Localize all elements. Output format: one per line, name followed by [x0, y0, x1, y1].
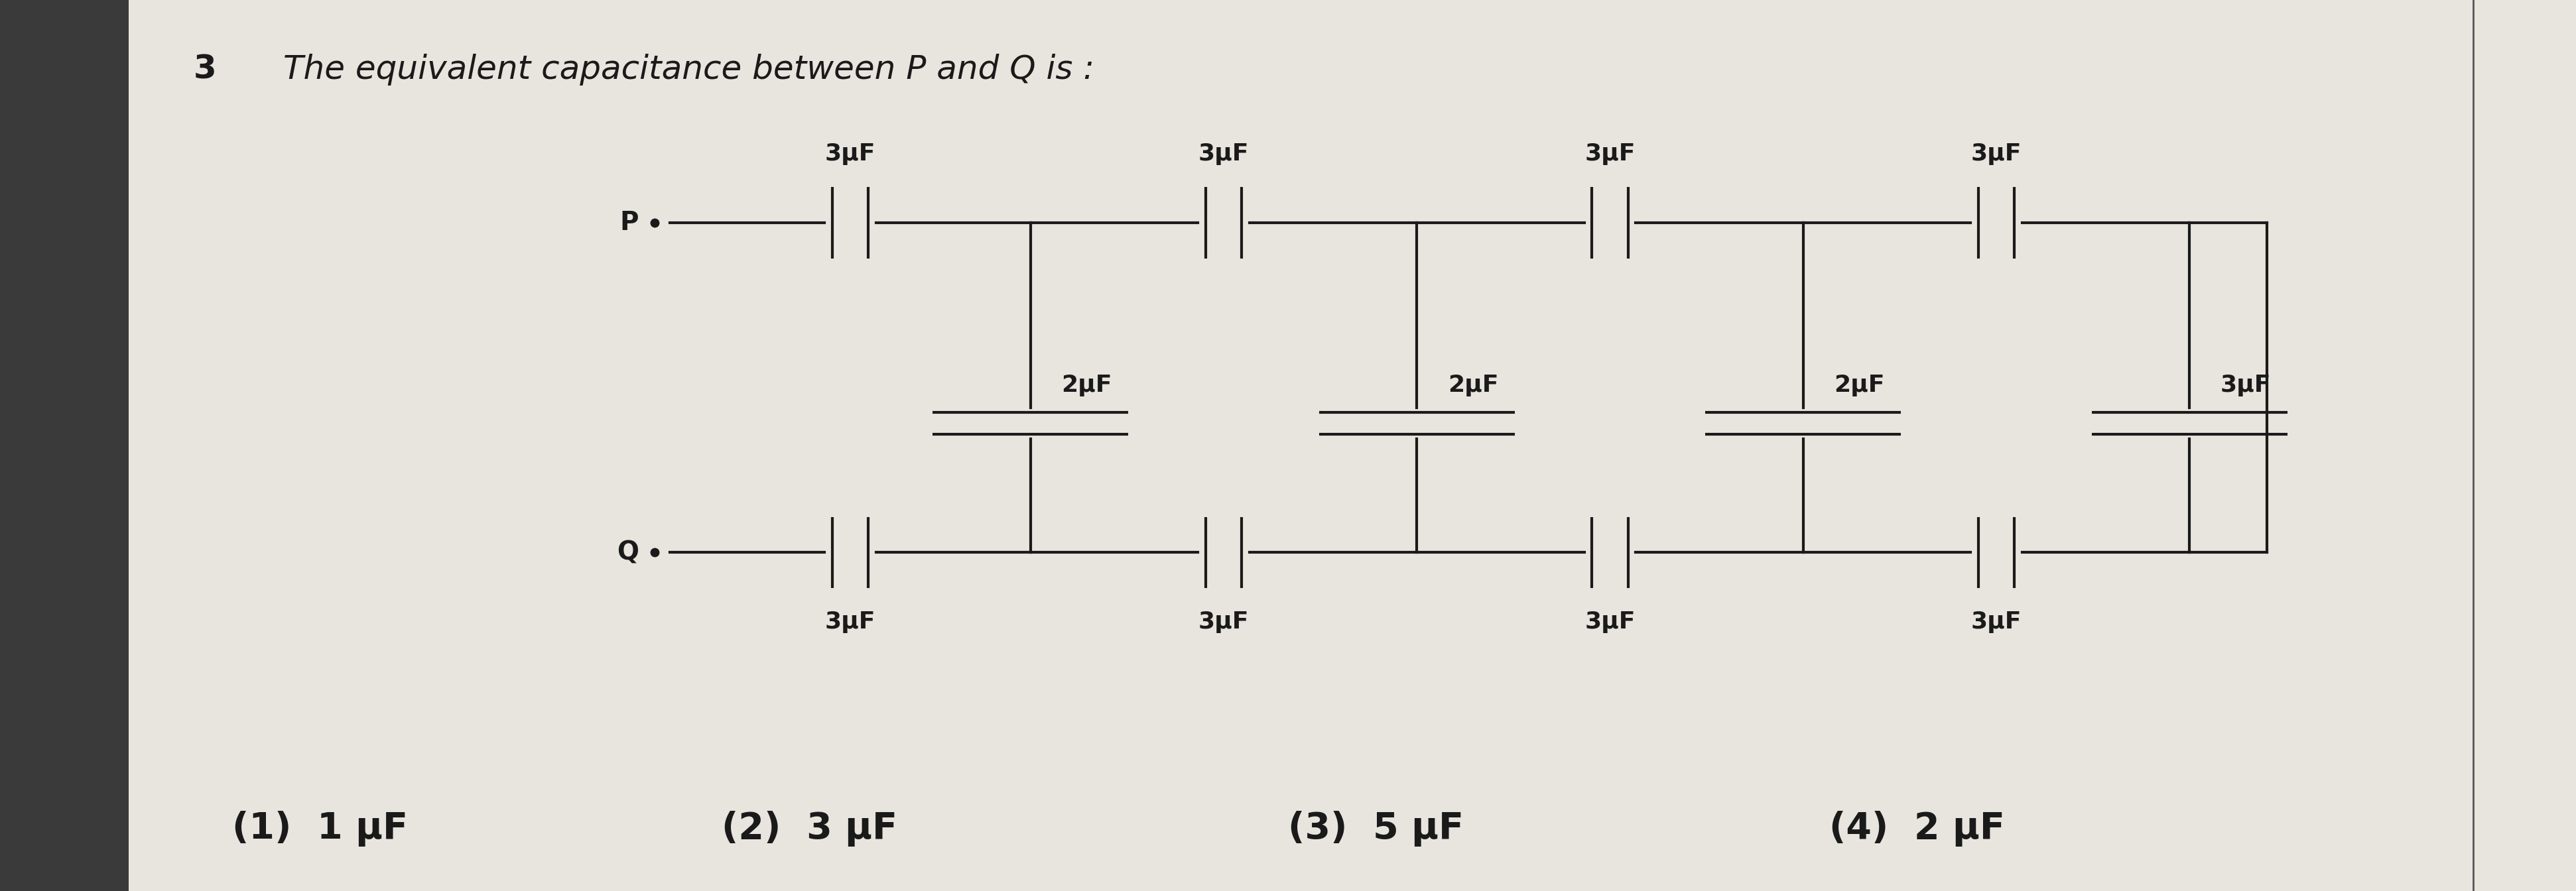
Text: 3: 3 — [193, 53, 216, 86]
Text: 3μF: 3μF — [2221, 374, 2272, 396]
Text: 3μF: 3μF — [1198, 610, 1249, 633]
Text: 3μF: 3μF — [824, 143, 876, 165]
Text: Q: Q — [618, 540, 639, 565]
Text: 3μF: 3μF — [1198, 143, 1249, 165]
Text: 3μF: 3μF — [1584, 610, 1636, 633]
Text: (4)  2 μF: (4) 2 μF — [1829, 811, 2004, 846]
Text: 3μF: 3μF — [1584, 143, 1636, 165]
Bar — [0, 0, 129, 891]
Text: 3μF: 3μF — [1971, 610, 2022, 633]
Text: (2)  3 μF: (2) 3 μF — [721, 811, 896, 846]
Text: 2μF: 2μF — [1061, 374, 1113, 396]
Text: (1)  1 μF: (1) 1 μF — [232, 811, 407, 846]
Text: 2μF: 2μF — [1834, 374, 1886, 396]
Text: 3μF: 3μF — [1971, 143, 2022, 165]
Text: 3μF: 3μF — [824, 610, 876, 633]
Text: P: P — [621, 210, 639, 235]
Text: (3)  5 μF: (3) 5 μF — [1288, 811, 1463, 846]
Text: The equivalent capacitance between P and Q is :: The equivalent capacitance between P and… — [283, 53, 1095, 86]
Text: 2μF: 2μF — [1448, 374, 1499, 396]
